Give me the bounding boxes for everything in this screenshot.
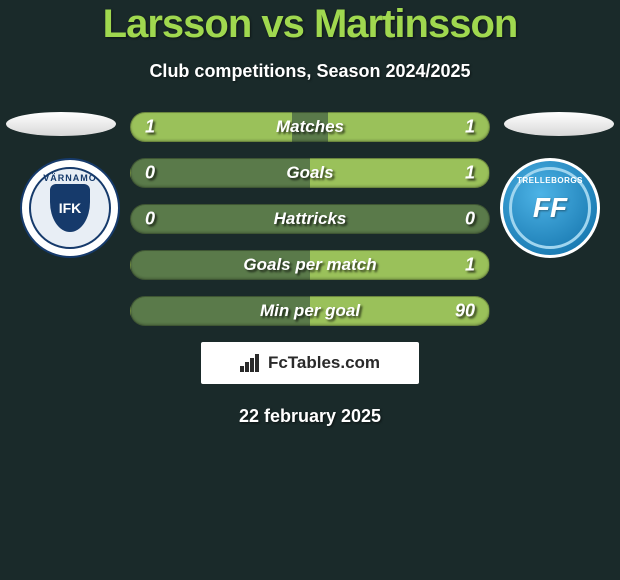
club-badge-left-arc: VÄRNAMO — [43, 173, 97, 183]
page-title: Larsson vs Martinsson — [0, 2, 620, 47]
brand-label: FcTables.com — [268, 353, 380, 373]
club-badge-right-text: FF — [533, 192, 567, 224]
stat-label: Goals — [286, 163, 333, 183]
stat-value-left: 1 — [145, 117, 155, 138]
stat-row: Hattricks 0 0 — [130, 204, 490, 234]
stat-value-right: 1 — [465, 163, 475, 184]
player-right-avatar-placeholder — [504, 112, 614, 136]
stat-row: Goals 0 1 — [130, 158, 490, 188]
stat-label: Hattricks — [274, 209, 347, 229]
stat-row: Goals per match 1 — [130, 250, 490, 280]
stat-row: Matches 1 1 — [130, 112, 490, 142]
stat-value-right: 90 — [455, 301, 475, 322]
stat-row: Min per goal 90 — [130, 296, 490, 326]
stat-label: Matches — [276, 117, 344, 137]
brand-box[interactable]: FcTables.com — [201, 342, 419, 384]
comparison-panel: VÄRNAMO IFK TRELLEBORGS FF Matches11Goal… — [0, 112, 620, 427]
player-left-avatar-placeholder — [6, 112, 116, 136]
club-badge-left: VÄRNAMO IFK — [20, 158, 120, 258]
club-badge-right-arc: TRELLEBORGS — [517, 176, 583, 185]
stat-value-left: 0 — [145, 163, 155, 184]
club-badge-right: TRELLEBORGS FF — [500, 158, 600, 258]
stat-value-right: 1 — [465, 255, 475, 276]
footer-date: 22 february 2025 — [0, 406, 620, 427]
stat-label: Goals per match — [243, 255, 376, 275]
stat-label: Min per goal — [260, 301, 360, 321]
stat-value-right: 1 — [465, 117, 475, 138]
page-subtitle: Club competitions, Season 2024/2025 — [0, 61, 620, 82]
stat-rows: Matches 1 1 Goals 0 1 Hattricks 0 0 Goals per mat… — [130, 112, 490, 326]
bar-chart-icon — [240, 354, 262, 372]
stat-value-right: 0 — [465, 209, 475, 230]
club-badge-left-shield: IFK — [50, 184, 90, 232]
stat-value-left: 0 — [145, 209, 155, 230]
